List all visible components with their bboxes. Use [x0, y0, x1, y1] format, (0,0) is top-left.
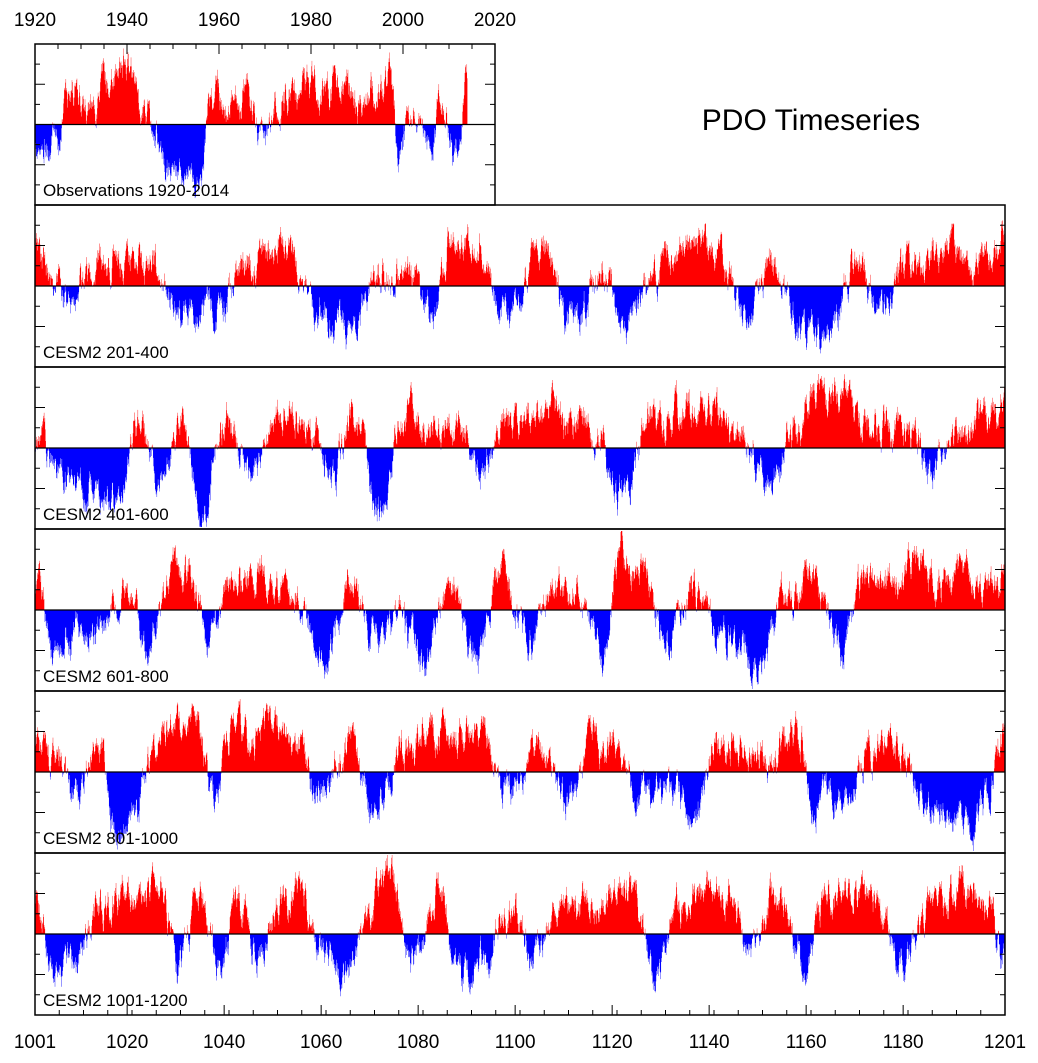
model-panel-label: CESM2 1001-1200 [43, 991, 188, 1010]
model-panel: CESM2 801-1000 [34, 690, 1006, 854]
model-panel-label: CESM2 401-600 [43, 505, 169, 524]
model-x-tick-label: 1100 [495, 1032, 536, 1053]
observations-label: Observations 1920-2014 [43, 181, 229, 200]
model-x-tick-label: 1060 [300, 1032, 342, 1053]
model-panel-negative-fill [45, 934, 1006, 997]
model-x-tick-label: 1080 [397, 1032, 439, 1053]
model-panel-positive-fill [35, 699, 1005, 772]
model-x-tick-label: 1001 [14, 1032, 56, 1053]
model-x-tick-label: 1120 [592, 1032, 633, 1053]
model-panel-label: CESM2 201-400 [43, 343, 169, 362]
model-x-tick-label: 1040 [203, 1032, 245, 1053]
observations-x-tick-label: 1920 [14, 10, 56, 31]
model-panel-negative-fill [49, 772, 994, 851]
observations-x-tick-label: 1980 [290, 10, 332, 31]
model-panel: CESM2 601-800 [34, 528, 1006, 692]
model-panel-positive-fill [35, 855, 999, 934]
model-panel: CESM2 401-600 [34, 366, 1006, 530]
model-panel-negative-fill [35, 448, 950, 527]
model-panel-label: CESM2 601-800 [43, 667, 169, 686]
observations-x-tick-label: 2000 [382, 10, 424, 31]
timeseries-panels: Observations 1920-2014 CESM2 201-400 CESM2… [34, 43, 1006, 1016]
model-panel-negative-fill [44, 610, 854, 689]
model-panel-negative-fill [52, 286, 974, 354]
model-panel-positive-fill [35, 374, 1005, 448]
model-x-tick-label: 1020 [106, 1032, 148, 1053]
observations-x-tick-label: 1940 [106, 10, 148, 31]
model-panel-positive-fill [35, 531, 1005, 610]
model-panel: CESM2 201-400 [34, 204, 1006, 368]
model-x-tick-label: 1201 [984, 1032, 1026, 1053]
model-panel-positive-fill [35, 220, 1005, 286]
model-panel-label: CESM2 801-1000 [43, 829, 178, 848]
model-x-tick-label: 1160 [786, 1032, 827, 1053]
chart-title: PDO Timeseries [702, 104, 920, 137]
observations-x-tick-label: 2020 [474, 10, 516, 31]
observations-panel: Observations 1920-2014 [34, 43, 496, 206]
model-x-tick-label: 1180 [883, 1032, 924, 1053]
model-panel: CESM2 1001-1200 [34, 852, 1006, 1016]
observations-x-tick-label: 1960 [198, 10, 240, 31]
model-bottom-axis: 1001 1020 1040 1060 1080 1100 1120 1140 1160 1180… [14, 1005, 1026, 1053]
model-x-tick-label: 1140 [689, 1032, 730, 1053]
observations-top-axis: 1920 1940 1960 1980 2000 2020 [14, 10, 516, 54]
observations-positive-fill [52, 48, 468, 125]
